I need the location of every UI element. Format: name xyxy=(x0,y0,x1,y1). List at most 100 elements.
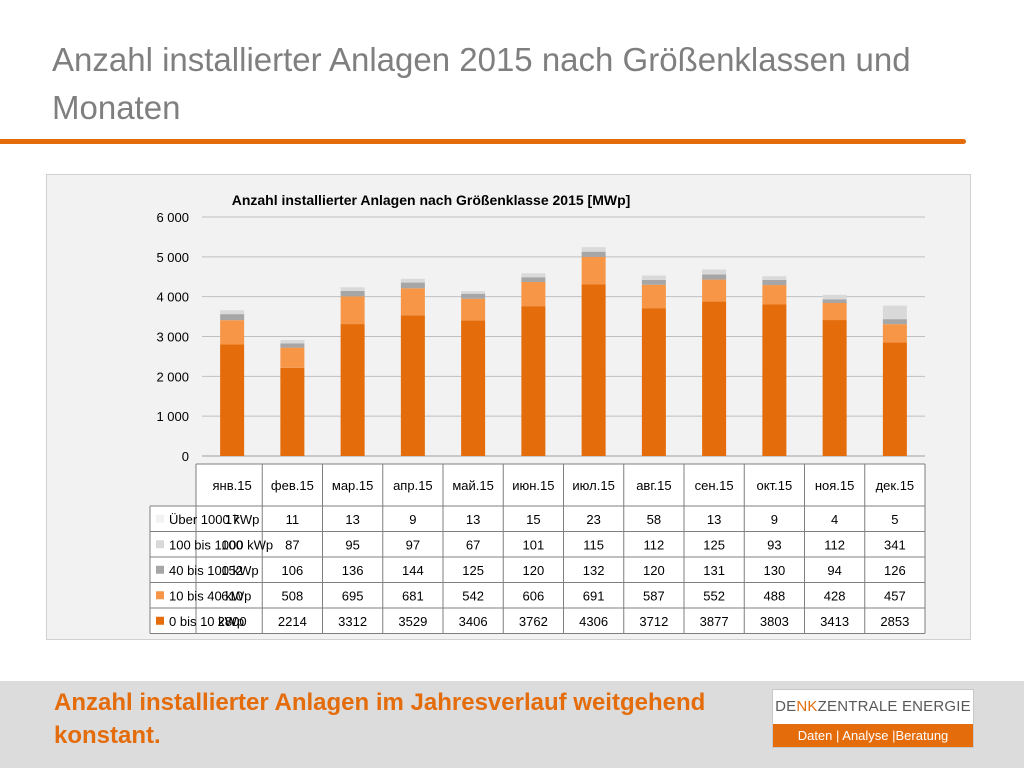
data-value: 93 xyxy=(767,537,781,552)
bar-segment xyxy=(400,282,425,289)
data-value: 125 xyxy=(462,563,484,578)
bar-segment xyxy=(521,273,546,278)
bar-segment xyxy=(340,286,365,288)
logo-tagline: Daten | Analyse |Beratung xyxy=(773,724,973,747)
data-value: 695 xyxy=(342,588,364,603)
legend-label: 10 bis 40 kWp xyxy=(169,588,251,603)
data-value: 9 xyxy=(409,512,416,527)
legend-swatch xyxy=(156,565,164,574)
bar-segment xyxy=(702,274,727,280)
data-value: 13 xyxy=(707,512,721,527)
data-value: 115 xyxy=(583,537,604,552)
bar-segment xyxy=(882,305,907,320)
bar-segment xyxy=(280,347,305,368)
legend-swatch xyxy=(156,514,164,523)
data-value: 3529 xyxy=(398,614,427,629)
bar-segment xyxy=(400,288,425,316)
data-value: 67 xyxy=(466,537,480,552)
data-value: 152 xyxy=(221,563,243,578)
data-value: 11 xyxy=(286,512,300,527)
legend-label: 0 bis 10 kWp xyxy=(169,614,244,629)
data-value: 3413 xyxy=(820,614,849,629)
data-value: 120 xyxy=(643,563,665,578)
data-value: 106 xyxy=(282,563,304,578)
data-value: 3877 xyxy=(700,614,729,629)
category-label: сен.15 xyxy=(695,478,734,493)
category-label: июн.15 xyxy=(512,478,554,493)
logo-part-1: DE xyxy=(775,698,797,715)
bar-segment xyxy=(280,343,305,348)
bar-segment xyxy=(581,256,606,285)
bar-segment xyxy=(220,314,245,321)
chart-title: Anzahl installierter Anlagen nach Größen… xyxy=(232,192,631,208)
bar-segment xyxy=(280,339,305,344)
data-value: 23 xyxy=(586,512,600,527)
bar-segment xyxy=(461,290,486,292)
data-value: 94 xyxy=(827,563,841,578)
bar-segment xyxy=(220,309,245,311)
bar-segment xyxy=(702,279,727,302)
data-value: 4 xyxy=(831,512,838,527)
data-value: 132 xyxy=(583,563,605,578)
data-value: 100 xyxy=(221,537,243,552)
data-value: 3406 xyxy=(459,614,488,629)
bar-segment xyxy=(521,282,546,307)
data-value: 3712 xyxy=(639,614,668,629)
bar-segment xyxy=(581,251,606,257)
data-value: 17 xyxy=(225,512,239,527)
data-value: 125 xyxy=(703,537,725,552)
data-value: 120 xyxy=(523,563,545,578)
data-value: 5 xyxy=(891,512,898,527)
category-label: окт.15 xyxy=(757,478,793,493)
bar-segment xyxy=(340,296,365,325)
logo-part-2: NK xyxy=(796,698,818,715)
category-label: май.15 xyxy=(452,478,494,493)
data-value: 9 xyxy=(771,512,778,527)
bar-segment xyxy=(521,277,546,283)
table-body-bg xyxy=(150,506,925,634)
category-label: фев.15 xyxy=(271,478,314,493)
bar-segment xyxy=(220,344,245,456)
bar-segment xyxy=(461,298,486,321)
bar-segment xyxy=(762,285,787,305)
data-value: 2800 xyxy=(218,614,247,629)
table-header-bg xyxy=(196,464,925,506)
bar-segment xyxy=(581,247,606,252)
bar-segment xyxy=(702,269,727,275)
bar-segment xyxy=(340,324,365,456)
legend-label: 40 bis 100 kWp xyxy=(169,563,259,578)
bar-segment xyxy=(641,279,666,285)
bar-segment xyxy=(822,303,847,321)
logo-wordmark: DENKZENTRALE ENERGIE xyxy=(773,690,973,724)
data-value: 136 xyxy=(342,563,364,578)
y-tick-label: 5 000 xyxy=(156,250,189,265)
legend-label: Über 1000 kWp xyxy=(169,512,259,527)
data-value: 3312 xyxy=(338,614,367,629)
data-value: 112 xyxy=(824,537,845,552)
bar-segment xyxy=(521,272,546,274)
data-value: 13 xyxy=(466,512,480,527)
bar-segment xyxy=(461,291,486,294)
bar-segment xyxy=(822,299,847,304)
data-value: 87 xyxy=(285,537,299,552)
category-label: апр.15 xyxy=(393,478,433,493)
data-value: 341 xyxy=(884,537,906,552)
bar-segment xyxy=(882,324,907,343)
category-label: авг.15 xyxy=(636,478,671,493)
data-value: 131 xyxy=(703,563,725,578)
bar-segment xyxy=(822,320,847,456)
chart-area: Anzahl installierter Anlagen nach Größen… xyxy=(46,174,971,640)
bar-segment xyxy=(882,342,907,456)
conclusion-text: Anzahl installierter Anlagen im Jahresve… xyxy=(54,689,706,749)
y-tick-label: 6 000 xyxy=(156,210,189,225)
data-value: 606 xyxy=(523,588,545,603)
legend-label: 100 bis 1000 kWp xyxy=(169,537,273,552)
bar-segment xyxy=(702,268,727,270)
title-divider xyxy=(0,139,966,144)
bar-segment xyxy=(641,308,666,456)
bar-segment xyxy=(581,246,606,248)
legend-swatch xyxy=(156,616,164,625)
legend-swatch xyxy=(156,540,164,549)
y-tick-label: 1 000 xyxy=(156,409,189,424)
category-label: ноя.15 xyxy=(815,478,855,493)
